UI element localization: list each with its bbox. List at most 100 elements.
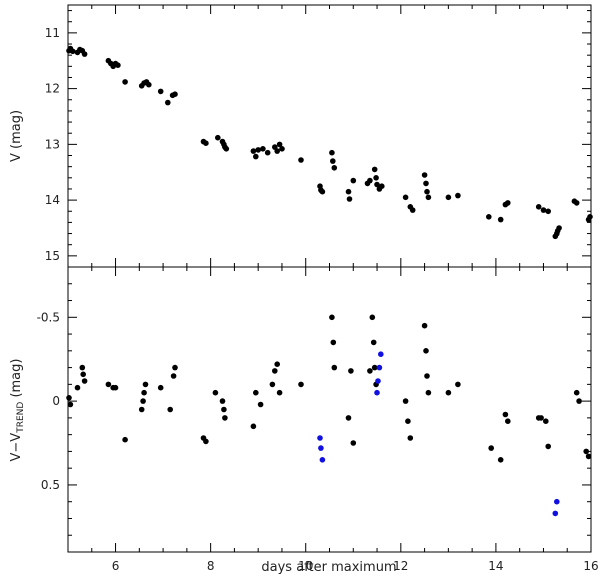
x-tick-label: 8 bbox=[207, 559, 215, 573]
data-point bbox=[157, 384, 164, 391]
data-point bbox=[319, 188, 326, 195]
data-point bbox=[140, 398, 146, 404]
data-point bbox=[371, 364, 378, 371]
data-point bbox=[219, 398, 226, 404]
data-point bbox=[348, 368, 354, 374]
data-point bbox=[376, 364, 383, 371]
data-point bbox=[373, 175, 379, 181]
data-point bbox=[367, 368, 373, 374]
data-point bbox=[81, 378, 88, 384]
data-point bbox=[488, 445, 495, 451]
data-point bbox=[298, 157, 304, 163]
data-point bbox=[260, 146, 266, 152]
x-tick-label: 16 bbox=[583, 559, 598, 573]
data-point bbox=[330, 158, 336, 164]
data-point bbox=[298, 381, 304, 388]
y-tick-label: 0.5 bbox=[41, 478, 60, 492]
data-point bbox=[122, 79, 128, 85]
data-point bbox=[375, 378, 381, 384]
data-point bbox=[538, 415, 544, 421]
data-point bbox=[212, 389, 219, 396]
x-tick-label: 6 bbox=[112, 559, 120, 573]
top-panel-points bbox=[66, 45, 593, 240]
data-point bbox=[350, 177, 357, 184]
data-point bbox=[421, 172, 428, 178]
data-point bbox=[345, 415, 352, 421]
data-point bbox=[274, 148, 281, 154]
data-point bbox=[346, 196, 353, 202]
data-point bbox=[330, 339, 337, 346]
data-point bbox=[554, 498, 560, 505]
y-tick-label: 13 bbox=[45, 137, 60, 151]
data-point bbox=[165, 99, 171, 106]
data-point bbox=[170, 373, 177, 379]
data-point bbox=[402, 398, 409, 404]
data-point bbox=[497, 216, 504, 223]
data-point bbox=[350, 440, 357, 446]
data-point bbox=[556, 225, 562, 231]
data-point bbox=[331, 165, 338, 171]
x-tick-label: 14 bbox=[488, 559, 503, 573]
data-point bbox=[505, 200, 511, 206]
data-point bbox=[274, 361, 281, 368]
data-point bbox=[105, 381, 112, 388]
data-point bbox=[378, 351, 384, 358]
data-point bbox=[222, 415, 228, 421]
data-point bbox=[585, 453, 592, 460]
data-point bbox=[535, 204, 542, 210]
data-point bbox=[455, 381, 461, 388]
data-point bbox=[203, 438, 209, 445]
data-point bbox=[255, 147, 261, 153]
data-point bbox=[80, 371, 86, 378]
data-point bbox=[379, 183, 385, 189]
y-tick-label: 12 bbox=[45, 82, 60, 96]
data-point bbox=[573, 200, 580, 206]
data-point bbox=[583, 448, 589, 455]
data-point bbox=[215, 134, 221, 141]
data-point bbox=[67, 401, 74, 408]
data-point bbox=[425, 194, 432, 201]
data-point bbox=[253, 389, 259, 396]
data-point bbox=[367, 177, 373, 184]
data-point bbox=[445, 194, 452, 201]
data-point bbox=[552, 510, 559, 517]
data-point bbox=[587, 214, 593, 220]
data-point bbox=[141, 389, 147, 396]
data-point bbox=[221, 406, 227, 413]
data-point bbox=[172, 364, 178, 371]
data-point bbox=[540, 207, 547, 213]
data-point bbox=[486, 214, 492, 220]
bottom-y-axis-label: V−VTREND (mag) bbox=[9, 359, 26, 462]
data-point bbox=[409, 207, 416, 213]
y-tick-label: 15 bbox=[45, 249, 60, 263]
bottom-y-axis-label-main: V−V bbox=[9, 433, 24, 462]
data-point bbox=[74, 384, 81, 391]
top-panel-ticks: 11 12 13 14 15 bbox=[45, 5, 592, 268]
data-point bbox=[331, 364, 338, 371]
data-point bbox=[276, 389, 283, 396]
data-point bbox=[257, 401, 264, 408]
data-point bbox=[505, 418, 511, 425]
data-point bbox=[329, 314, 335, 321]
data-point bbox=[405, 418, 411, 425]
data-point bbox=[407, 435, 414, 441]
data-point bbox=[276, 141, 283, 148]
bottom-y-axis-label-subscript: TREND bbox=[16, 402, 26, 434]
bottom-panel-points bbox=[66, 314, 592, 517]
data-point bbox=[371, 166, 378, 173]
data-point bbox=[115, 62, 121, 68]
data-point bbox=[269, 381, 276, 388]
data-point bbox=[424, 188, 430, 195]
data-point bbox=[573, 389, 580, 396]
data-point bbox=[425, 389, 432, 396]
data-point bbox=[250, 423, 257, 430]
data-point bbox=[203, 140, 209, 146]
data-point bbox=[543, 418, 549, 425]
data-point bbox=[421, 322, 428, 329]
data-point bbox=[423, 180, 429, 187]
data-point bbox=[70, 48, 76, 55]
data-point bbox=[264, 149, 271, 156]
data-point bbox=[319, 457, 326, 463]
data-point bbox=[455, 192, 461, 199]
